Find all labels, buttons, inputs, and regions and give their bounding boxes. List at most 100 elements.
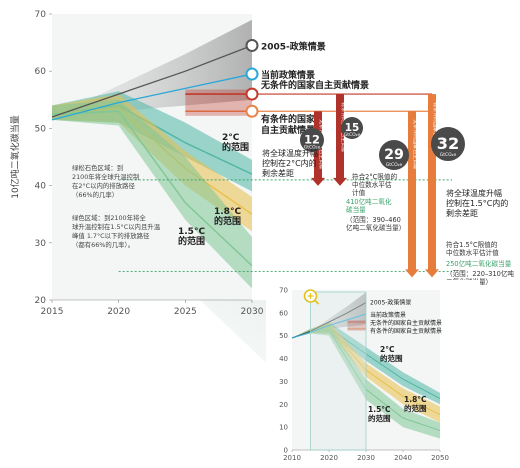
band-1-5c — [52, 99, 252, 289]
gap-circle-value-1: 12 — [304, 132, 320, 146]
y-tick-label: 70 — [35, 10, 47, 20]
y-tick-label: 60 — [35, 67, 47, 77]
inset-label-current-policy: 当前政策情景 — [370, 311, 406, 319]
inset-label-2005-policy: 2005-政策情景 — [370, 299, 411, 307]
inset-x-tick-label: 2040 — [394, 454, 412, 462]
gap-circle-unit-1: GtCO₂e — [304, 145, 321, 151]
gap-note-2c-line-3: 剩余差距 — [262, 168, 294, 178]
marker-conditional-ndc — [245, 104, 259, 118]
note-bluegreen-line-3: 在2°C以内的排放路径 — [72, 181, 135, 190]
note-green-line-2: 球升温控制在1.5°C以内且升温 — [72, 222, 161, 231]
marker-current-policy — [245, 67, 259, 81]
gap-bar-text-4: 有条件的国家自主贡献 — [432, 102, 439, 152]
gap-bar-3 — [408, 111, 416, 272]
gap-bar-arrow-2 — [333, 177, 347, 186]
inset-ndc-block — [347, 320, 366, 331]
gap-bar-arrow-1 — [311, 177, 325, 186]
y-tick-label: 30 — [35, 239, 47, 249]
inset-label-1-5c-line-2: 的范围 — [368, 413, 391, 423]
inset-line-current-policy — [291, 313, 367, 339]
marker-2005-policy — [245, 38, 259, 52]
inset-label-1-8c-line-1: 1.8°C — [404, 395, 427, 404]
inset-band-2c — [292, 322, 440, 405]
median-note-2c-line-3: 计值 — [352, 188, 366, 197]
y-tick-label: 40 — [35, 182, 47, 192]
gap-bar-text-3: 无条件的国家自主贡献 — [412, 119, 419, 169]
median-note-1-5c-line-1: 符合1.5°C限值的 — [446, 240, 498, 249]
line-2005-policy — [51, 44, 253, 118]
label-conditional-ndc-2: 自主贡献情景 — [261, 124, 315, 136]
label-2005-policy: 2005-政策情景 — [261, 40, 326, 52]
y-axis-label: 10亿吨二氧化碳当量 — [9, 115, 21, 198]
green-note-1-5c-range-line-1: （范围：220–310亿吨 — [446, 269, 514, 278]
inset-x-tick-label: 2010 — [283, 454, 301, 462]
gap-bar-4 — [428, 94, 436, 272]
green-note-2c-range-line-2: 亿吨二氧化碳当量） — [346, 223, 405, 232]
x-tick-label: 2015 — [41, 307, 64, 317]
gap-circle-3 — [379, 140, 409, 170]
median-note-2c-line-2: 中位数水平估 — [352, 180, 392, 189]
gap-note-2c-line-1: 将全球温度升幅 — [262, 148, 318, 158]
x-tick-label: 2030 — [241, 307, 264, 317]
range-label-2c-line-1: 2°C — [222, 133, 240, 143]
inset-x-tick-label: 2050 — [431, 454, 449, 462]
inset-y-tick-label: 60 — [279, 309, 288, 317]
marker-unconditional-ndc — [245, 87, 259, 101]
note-green-line-4: （都有66%的几率）。 — [72, 240, 134, 249]
inset-x-tick-label: 2030 — [357, 454, 375, 462]
inset-label-1-8c-line-2: 的范围 — [404, 403, 427, 413]
green-note-1-5c-line-1: 250亿吨二氧化碳当量 — [446, 259, 512, 268]
inset-highlight-window — [310, 291, 367, 451]
inset-label-conditional-ndc: 有条件的国家自主贡献情景 — [370, 327, 442, 335]
inset-y-tick-label: 40 — [279, 355, 288, 363]
y-tick-label: 20 — [35, 296, 47, 306]
gap-note-1-5c-line-3: 剩余差距 — [446, 208, 478, 218]
label-unconditional-ndc: 无条件的国家自主贡献情景 — [260, 79, 369, 91]
gap-circle-4 — [431, 127, 465, 161]
inset-y-tick-label: 70 — [279, 287, 288, 295]
gap-note-1-5c-line-2: 控制在1.5°C内的 — [446, 198, 508, 208]
note-green-line-3: 峰值 1.7°C以下的排放路径 — [72, 231, 150, 240]
inset-baseline-wedge — [292, 292, 366, 338]
note-bluegreen-line-4: （66%的几率） — [72, 190, 118, 199]
inset-label-2c-line-1: 2°C — [380, 345, 395, 354]
inset-label-unconditional-ndc: 无条件的国家自主贡献情景 — [370, 319, 442, 327]
inset-label-2c-line-2: 的范围 — [380, 353, 403, 363]
range-label-2c-line-2: 的范围 — [222, 141, 249, 153]
note-bluegreen-line-1: 绿松石色区域：到 — [72, 163, 123, 172]
inset-y-tick-label: 10 — [279, 424, 288, 432]
gap-circle-unit-4: GtCO₂e — [440, 152, 457, 158]
line-current-policy — [51, 73, 253, 121]
inset-y-tick-label: 20 — [279, 401, 288, 409]
x-tick-label: 2025 — [174, 307, 197, 317]
range-label-1-8c-line-1: 1.8°C — [214, 207, 241, 217]
magnifier-plus-icon-handle — [314, 299, 320, 305]
gap-circle-2 — [341, 117, 363, 139]
note-bluegreen-line-2: 2100年将全球升温控制 — [72, 172, 139, 181]
gap-bar-arrow-4 — [425, 269, 439, 278]
inset-y-tick-label: 0 — [284, 447, 288, 455]
green-note-2c-range-line-1: （范围：390–460 — [346, 215, 401, 224]
inset-label-1-5c-line-1: 1.5°C — [368, 405, 391, 414]
label-conditional-ndc-1: 有条件的国家 — [261, 113, 316, 125]
inset-y-tick-label: 50 — [279, 332, 288, 340]
note-green-line-1: 绿色区域：到2100年将全 — [72, 213, 146, 222]
range-label-1-8c-line-2: 的范围 — [214, 215, 241, 227]
gap-circle-value-3: 29 — [384, 147, 404, 163]
gap-circle-unit-2: GtCO₂e — [344, 132, 361, 138]
y-tick-label: 50 — [35, 124, 47, 134]
gap-bar-arrow-3 — [405, 269, 419, 278]
inset-y-tick-label: 30 — [279, 378, 288, 386]
green-note-2c-line-2: 碳当量 — [346, 205, 366, 214]
ndc-range-block — [185, 89, 252, 116]
green-note-2c-line-1: 410亿吨二氧化 — [346, 197, 392, 206]
gap-circle-value-4: 32 — [437, 134, 459, 153]
median-note-2c-line-1: 符合2°C限值的 — [352, 172, 397, 181]
gap-note-2c-line-2: 控制在2°C内的 — [262, 158, 317, 168]
gap-note-1-5c-line-1: 将全球温度升幅 — [446, 188, 502, 198]
inset-x-tick-label: 2020 — [320, 454, 338, 462]
gap-circle-unit-3: GtCO₂e — [386, 162, 403, 168]
